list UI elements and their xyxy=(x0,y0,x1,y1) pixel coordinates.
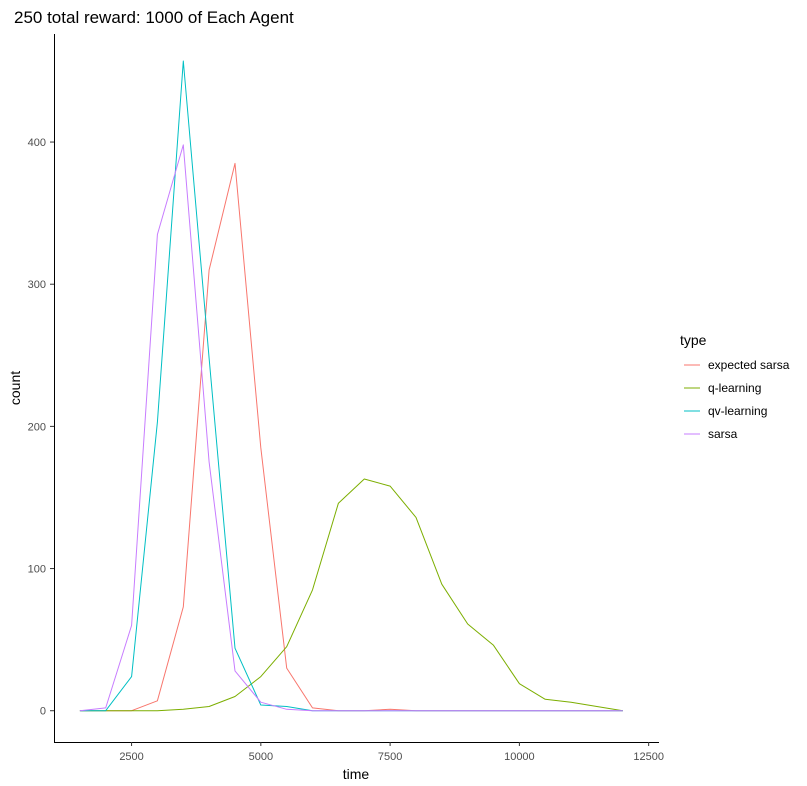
y-tick-label: 400 xyxy=(28,137,46,149)
x-tick-label: 12500 xyxy=(633,751,664,763)
legend-title: type xyxy=(680,332,707,348)
y-tick-label: 0 xyxy=(40,706,46,718)
y-tick-label: 200 xyxy=(28,421,46,433)
series-sarsa xyxy=(79,144,623,712)
legend: type expected sarsa q-learning qv-learning… xyxy=(680,332,790,441)
legend-label: expected sarsa xyxy=(708,358,790,372)
y-tick-label: 300 xyxy=(28,279,46,291)
legend-item-expected-sarsa: expected sarsa xyxy=(684,358,790,372)
plot-area xyxy=(79,60,623,712)
y-axis-ticks: 0 100 200 300 400 xyxy=(28,137,54,718)
x-axis-ticks: 2500 5000 7500 10000 12500 xyxy=(119,742,664,763)
x-axis-title: time xyxy=(343,766,370,782)
series-q-learning xyxy=(79,478,623,712)
legend-label: sarsa xyxy=(708,427,738,441)
x-tick-label: 7500 xyxy=(378,751,402,763)
x-tick-label: 2500 xyxy=(119,751,143,763)
series-layer xyxy=(79,60,623,712)
series-line-sarsa xyxy=(79,144,623,712)
y-axis-title: count xyxy=(7,371,23,405)
series-line-q-learning xyxy=(79,478,623,712)
legend-label: q-learning xyxy=(708,381,761,395)
legend-label: qv-learning xyxy=(708,404,767,418)
legend-item-sarsa: sarsa xyxy=(684,427,738,441)
legend-item-qv-learning: qv-learning xyxy=(684,404,767,418)
y-tick-label: 100 xyxy=(28,564,46,576)
x-tick-label: 10000 xyxy=(504,751,535,763)
chart-title: 250 total reward: 1000 of Each Agent xyxy=(14,8,294,27)
legend-item-q-learning: q-learning xyxy=(684,381,761,395)
x-tick-label: 5000 xyxy=(249,751,273,763)
